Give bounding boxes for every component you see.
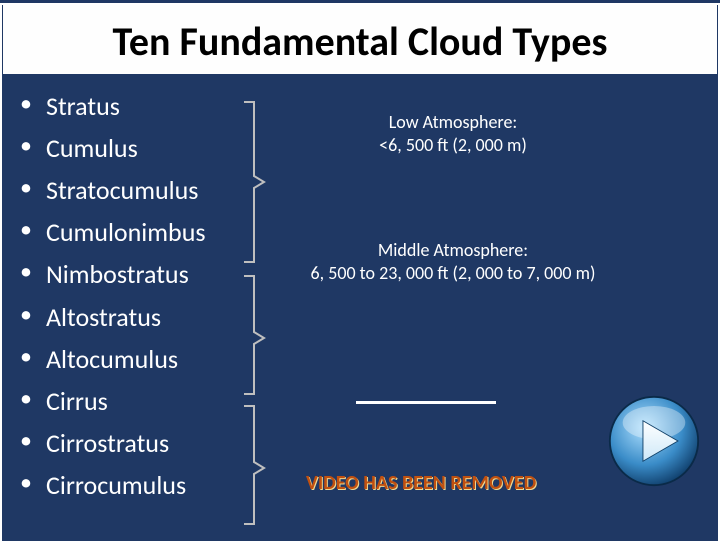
play-button-icon[interactable] [608,395,700,487]
cloud-list: Stratus Cumulus Stratocumulus Cumulonimb… [18,85,260,506]
high-atmosphere-blank [356,401,496,404]
cloud-list-column: Stratus Cumulus Stratocumulus Cumulonimb… [0,85,260,543]
list-item: Altocumulus [18,338,260,380]
list-item: Cumulonimbus [18,211,260,253]
low-atm-range: <6, 500 ft (2, 000 m) [308,134,598,157]
content-area: Stratus Cumulus Stratocumulus Cumulonimb… [0,85,720,543]
grouping-brackets [240,85,280,543]
list-item: Stratocumulus [18,169,260,211]
slide-title: Ten Fundamental Cloud Types [3,3,717,74]
video-removed-notice: VIDEO HAS BEEN REMOVED [306,471,536,495]
low-atmosphere-label: Low Atmosphere: <6, 500 ft (2, 000 m) [308,111,598,156]
middle-atmosphere-label: Middle Atmosphere: 6, 500 to 23, 000 ft … [288,239,618,284]
list-item: Cumulus [18,127,260,169]
list-item: Cirrocumulus [18,464,260,506]
low-atm-title: Low Atmosphere: [308,111,598,134]
list-item: Stratus [18,85,260,127]
list-item: Cirrostratus [18,422,260,464]
list-item: Nimbostratus [18,253,260,295]
mid-atm-title: Middle Atmosphere: [288,239,618,262]
mid-atm-range: 6, 500 to 23, 000 ft (2, 000 to 7, 000 m… [288,262,618,285]
list-item: Cirrus [18,380,260,422]
descriptions-column: Low Atmosphere: <6, 500 ft (2, 000 m) Mi… [288,85,712,543]
list-item: Altostratus [18,296,260,338]
